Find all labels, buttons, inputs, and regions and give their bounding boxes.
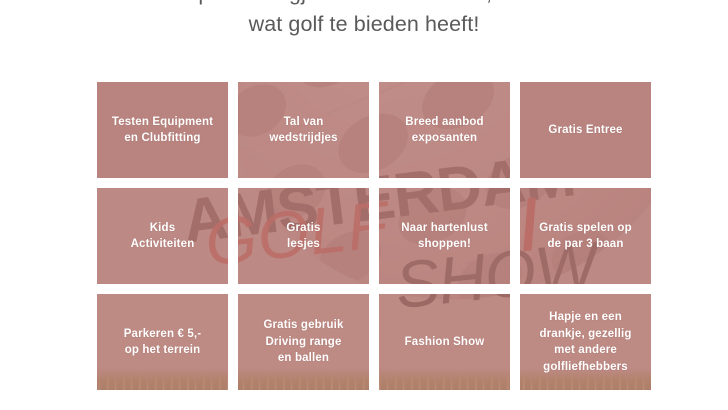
tile-tint-overlay	[97, 82, 228, 178]
benefits-grid: Testen Equipment en Clubfitting	[97, 82, 651, 390]
tile-label: Hapje en een drankje, gezellig met ander…	[539, 311, 632, 373]
tile-label: Breed aanbod exposanten	[405, 115, 484, 145]
tile-fashion-show[interactable]: AMSTERDAM GOLF SHOW /	[379, 294, 510, 390]
tile-label: Testen Equipment en Clubfitting	[111, 115, 214, 145]
tile-tint-overlay	[379, 82, 510, 178]
tile-parkeren[interactable]: AMSTERDAM GOLF SHOW /	[97, 294, 228, 390]
tile-driving-range[interactable]: AMSTERDAM GOLF SHOW /	[238, 294, 369, 390]
tile-breed-aanbod[interactable]: AMSTERDAM GOLF SHOW /	[379, 82, 510, 178]
tile-gratis-spelen[interactable]: AMSTERDAM GOLF SHOW /	[520, 188, 651, 284]
tile-tint-overlay	[520, 188, 651, 284]
tile-tint-overlay	[238, 294, 369, 390]
tile-testen-equipment[interactable]: Testen Equipment en Clubfitting	[97, 82, 228, 178]
tile-kids-activiteiten[interactable]: AMSTERDAM GOLF SHOW /	[97, 188, 228, 284]
tile-label: Kids Activiteiten	[130, 221, 195, 251]
tile-label: Gratis gebruik Driving range en ballen	[263, 319, 344, 365]
tile-gratis-entree[interactable]: Gratis Entree	[520, 82, 651, 178]
tile-tint-overlay	[97, 294, 228, 390]
tile-label: Fashion Show	[404, 335, 485, 348]
tile-hapje-drankje[interactable]: AMSTERDAM GOLF SHOW /	[520, 294, 651, 390]
tile-tal-van-wedstrijdjes[interactable]: AMSTERDAM GOLF SHOW /	[238, 82, 369, 178]
tile-label: Naar hartenlust shoppen!	[401, 221, 488, 251]
tile-tint-overlay	[97, 188, 228, 284]
tile-tint-overlay	[379, 188, 510, 284]
benefits-grid-wrapper: Testen Equipment en Clubfitting	[97, 82, 652, 410]
tile-label: Tal van wedstrijdjes	[269, 115, 338, 145]
tile-label: Gratis spelen op de par 3 baan	[539, 221, 632, 251]
tile-tint-overlay	[238, 82, 369, 178]
tile-tint-overlay	[379, 294, 510, 390]
tile-naar-hartenlust[interactable]: AMSTERDAM GOLF SHOW /	[379, 188, 510, 284]
tile-tint-overlay	[238, 188, 369, 284]
tile-tint-overlay	[520, 294, 651, 390]
tile-gratis-lesjes[interactable]: AMSTERDAM GOLF SHOW /	[238, 188, 369, 284]
tile-tint-overlay	[520, 82, 651, 178]
page-heading: Een sportief dagje uit voor iedereen, me…	[143, 0, 585, 36]
tile-label: Gratis lesjes	[286, 221, 321, 251]
tile-label: Parkeren € 5,- op het terrein	[123, 327, 202, 357]
tile-label: Gratis Entree	[548, 123, 623, 136]
